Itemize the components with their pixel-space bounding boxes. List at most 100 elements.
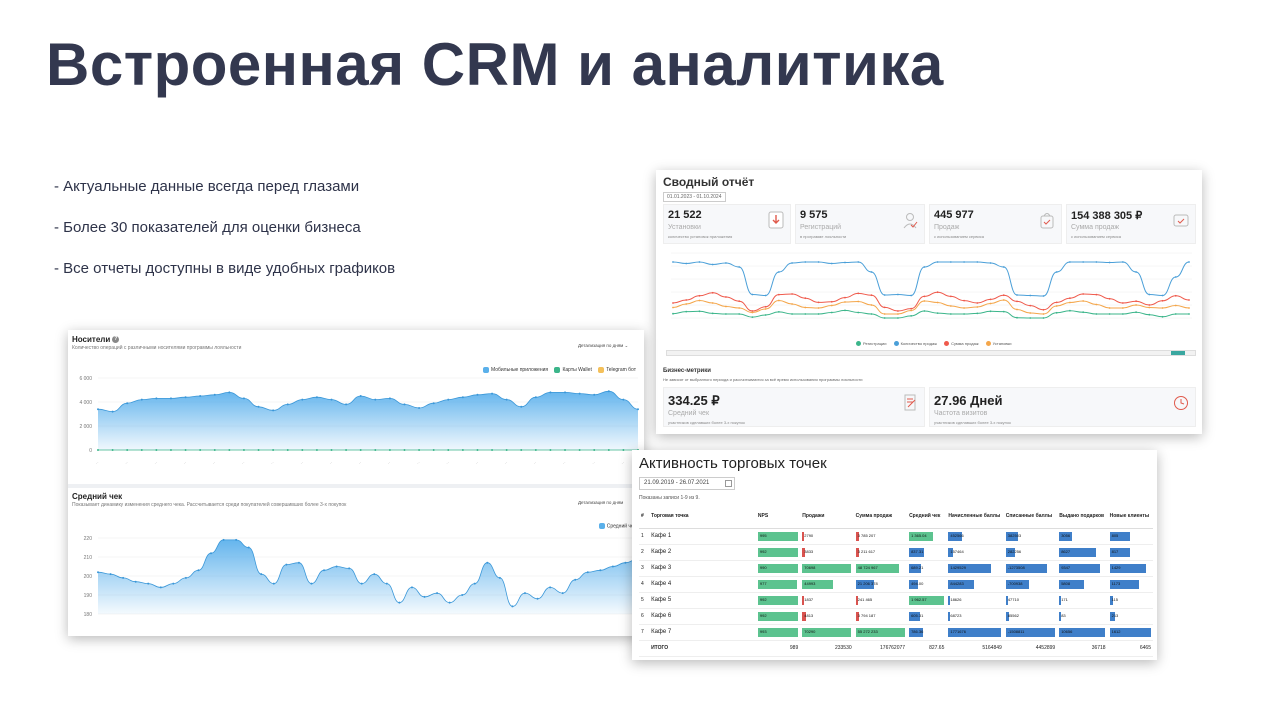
total-cell: 5164849 — [946, 640, 1004, 657]
table-row[interactable]: 2 Кафе 2 992 3833 3 211 617 837.31 157464 28225… — [639, 544, 1153, 561]
detail-dropdown[interactable]: Детализация по дням — [578, 500, 624, 505]
x-tick-label: ·· — [532, 460, 537, 466]
kpi-value: 9 575 — [800, 209, 828, 221]
kpi-card-visit-frequency: 27.96 Дней Частота визитов участников сд… — [929, 387, 1196, 427]
x-tick-label: ·· — [503, 460, 508, 466]
column-header[interactable]: Начисленные баллы — [946, 504, 1004, 529]
cell-newc: 1173 — [1107, 576, 1153, 593]
kpi-value: 27.96 Дней — [934, 393, 1003, 408]
series-point — [791, 293, 793, 295]
kpi-sub: участников сделавших более 3-х покупок — [668, 420, 745, 425]
value-bar — [948, 531, 962, 541]
outlet-name: Кафе 5 — [649, 592, 756, 609]
column-header[interactable]: Торговая точка — [649, 504, 756, 529]
series-point — [228, 391, 231, 394]
kpi-sub: количество установок приложения — [668, 234, 733, 239]
series-area — [98, 539, 638, 614]
series-point — [1016, 300, 1018, 303]
total-cell: 989 — [755, 640, 801, 657]
column-header[interactable]: Продажи — [800, 504, 854, 529]
series-point — [511, 605, 514, 608]
cell-acc: 1429529 — [946, 560, 1004, 577]
help-icon[interactable]: ? — [112, 336, 120, 344]
cell-spent: 85562 — [1003, 608, 1058, 625]
row-number: 2 — [639, 544, 650, 561]
series-point — [184, 396, 187, 399]
kpi-card-installs: 21 522 Установки количество установок пр… — [663, 204, 791, 244]
series-point — [698, 310, 701, 313]
y-tick-label: 210 — [84, 555, 93, 561]
y-tick-label: 200 — [84, 574, 93, 580]
column-header[interactable]: Сумма продаж — [853, 504, 908, 529]
x-tick-label: ·· — [591, 460, 596, 466]
table-row[interactable]: 5 Кафе 5 992 1837 241 465 1 962.57 18626 47710 1… — [639, 592, 1153, 609]
cell-gifts: 83 — [1057, 608, 1108, 625]
series-point — [976, 306, 979, 308]
chart-range-scrollbar[interactable] — [666, 350, 1196, 356]
clock-icon — [1174, 396, 1188, 410]
table-row[interactable]: 6 Кафе 6 992 4813 3 794 187 605.31 68723 85562 8… — [639, 608, 1153, 625]
series-point — [725, 296, 727, 298]
series-point — [1108, 297, 1111, 300]
series-line — [672, 261, 1190, 297]
column-header[interactable]: Выдано подарков — [1057, 504, 1108, 529]
series-point — [830, 311, 833, 314]
series-point — [1174, 313, 1177, 315]
column-header[interactable]: Новые клиенты — [1107, 504, 1153, 529]
series-point — [1148, 293, 1151, 296]
series-point — [323, 569, 326, 572]
carriers-report-screenshot: Носители? Количество операций с различны… — [68, 330, 644, 636]
cell-newc: 115 — [1107, 592, 1153, 609]
series-point — [310, 582, 313, 585]
series-point — [197, 569, 200, 572]
table-row[interactable]: 1 Кафе 1 995 2790 3 785 207 1 365.04 452566 382… — [639, 528, 1153, 545]
table-row[interactable]: 3 Кафе 3 990 70698 48 724 967 689.21 1429529 -1… — [639, 560, 1153, 577]
column-header: # — [639, 504, 650, 529]
cell-sales: 44993 — [800, 576, 854, 593]
series-point — [698, 261, 701, 263]
series-point — [498, 576, 501, 579]
series-point — [883, 306, 886, 309]
value-bar — [1059, 563, 1100, 573]
series-point — [505, 398, 508, 401]
column-header[interactable]: Средний чек — [907, 504, 947, 529]
value-bar — [1059, 547, 1097, 557]
legend-item: Сумма продаж — [944, 341, 979, 347]
row-number: 7 — [639, 624, 650, 641]
table-row[interactable]: 7 Кафе 7 993 70290 55 272 233 786.36 1771676 -1… — [639, 624, 1153, 641]
column-header[interactable]: Списанные баллы — [1003, 504, 1058, 529]
series-point — [844, 261, 846, 264]
series-point — [685, 310, 688, 313]
detail-dropdown[interactable]: Детализация по дням ⌄ — [578, 343, 629, 348]
value-bar — [802, 547, 805, 557]
series-point — [637, 408, 639, 411]
cell-gifts: 8627 — [1057, 544, 1108, 561]
series-point — [844, 301, 846, 303]
summary-date-range[interactable]: 01.01.2023 - 01.10.2024 — [663, 192, 726, 202]
series-point — [1002, 266, 1005, 268]
series-point — [725, 305, 727, 308]
series-point — [910, 315, 913, 317]
carriers-subtitle: Количество операций с различными носител… — [72, 345, 242, 351]
y-tick-label: 180 — [84, 612, 93, 618]
legend-item: Карты Wallet — [554, 367, 592, 373]
series-point — [857, 300, 860, 303]
series-point — [1016, 294, 1018, 296]
series-point — [1108, 313, 1111, 315]
value-bar — [1059, 531, 1073, 541]
column-header[interactable]: NPS — [755, 504, 801, 529]
table-row[interactable]: 4 Кафе 4 977 44993 21 206 378 494.00 844283 -70… — [639, 576, 1153, 593]
kpi-value: 445 977 — [934, 209, 974, 221]
cell-sales: 70698 — [800, 560, 854, 577]
series-point — [989, 310, 992, 313]
scroll-thumb[interactable] — [1171, 351, 1185, 355]
calendar-icon[interactable] — [725, 480, 732, 487]
series-point — [184, 576, 187, 579]
activity-date-range[interactable]: 21.09.2019 - 26.07.2021 — [639, 477, 735, 490]
cell-gifts: 5808 — [1057, 576, 1108, 593]
series-point — [436, 592, 439, 595]
series-point — [751, 311, 754, 314]
value-bar — [802, 627, 851, 637]
cell-spent: -700938 — [1003, 576, 1058, 593]
